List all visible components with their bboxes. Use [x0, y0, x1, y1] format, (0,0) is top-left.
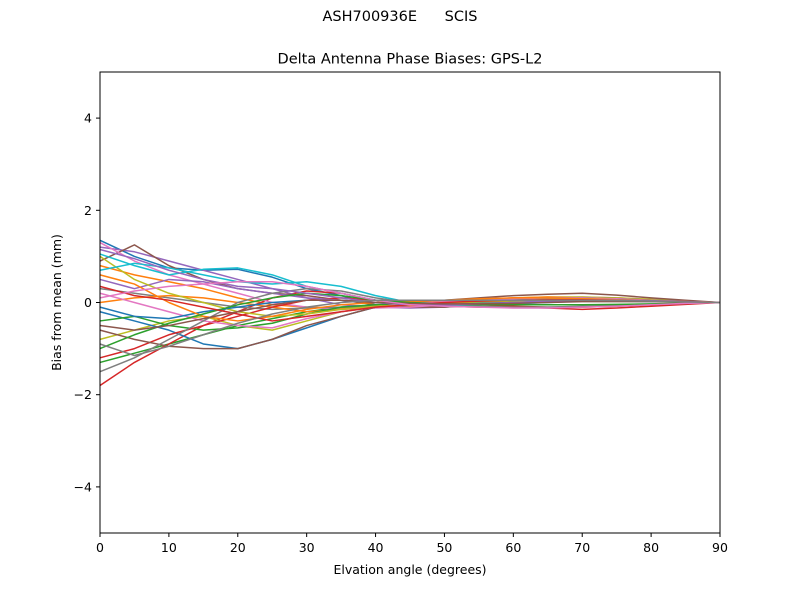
series-line [99, 299, 721, 357]
y-tick-label: 2 [84, 203, 92, 218]
x-tick-label: 40 [368, 540, 384, 555]
series-line [99, 292, 721, 350]
x-tick-label: 50 [436, 540, 452, 555]
chart-title: Delta Antenna Phase Biases: GPS-L2 [278, 52, 543, 68]
y-tick-label: 0 [84, 295, 92, 310]
y-axis: −4 −2 0 2 4 [74, 111, 100, 494]
x-axis-label: Elvation angle (degrees) [333, 562, 486, 577]
x-tick-label: 90 [712, 540, 728, 555]
x-tick-label: 70 [574, 540, 590, 555]
y-tick-label: −4 [74, 479, 92, 494]
x-tick-label: 0 [96, 540, 104, 555]
series-line [99, 281, 721, 309]
figure-suptitle: ASH700936E SCIS [322, 9, 478, 25]
x-tick-label: 80 [643, 540, 659, 555]
x-tick-label: 60 [505, 540, 521, 555]
x-tick-label: 20 [230, 540, 246, 555]
y-axis-label: Bias from mean (mm) [49, 234, 64, 371]
series-lines [99, 239, 721, 387]
x-tick-label: 30 [299, 540, 315, 555]
y-tick-label: −2 [74, 387, 92, 402]
series-line [99, 299, 721, 331]
x-tick-label: 10 [161, 540, 177, 555]
y-tick-label: 4 [84, 111, 92, 126]
x-axis: 0 10 20 30 40 50 60 70 80 90 [96, 533, 728, 555]
